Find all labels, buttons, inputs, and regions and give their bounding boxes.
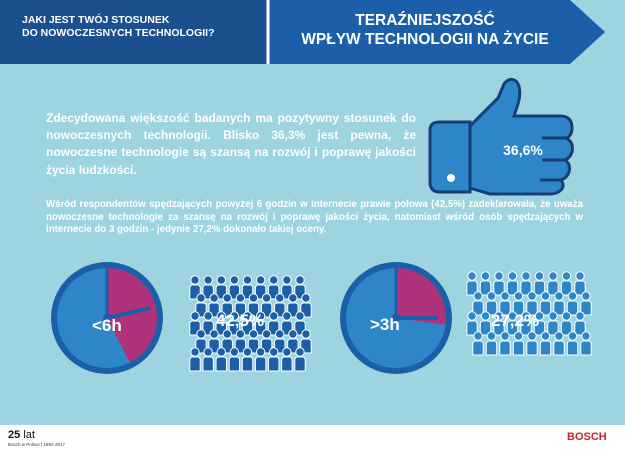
person-icon — [574, 311, 586, 336]
body-paragraph: Wśród respondentów spędzających powyżej … — [46, 199, 583, 236]
person-icon — [499, 331, 511, 356]
footer-anniversary: 25 lat — [8, 429, 35, 441]
person-icon — [566, 331, 579, 356]
person-icon — [294, 311, 306, 336]
person-icon — [533, 311, 546, 336]
person-icon — [580, 291, 592, 316]
person-icon — [547, 271, 559, 296]
header-question-line2: DO NOWOCZESNYCH TECHNOLOGII? — [22, 27, 215, 39]
clock-2-label: >3h — [370, 315, 400, 334]
person-icon — [228, 347, 241, 372]
footer-subtitle: Bosch w Polsce | 1992-2017 — [8, 442, 65, 447]
person-icon — [485, 331, 498, 356]
header-banner-right — [268, 0, 605, 64]
intro-paragraph: Zdecydowana większość badanych ma pozyty… — [46, 111, 416, 177]
person-icon — [539, 291, 552, 316]
person-icon — [526, 331, 538, 356]
person-icon — [241, 347, 254, 372]
clock-1-label: <6h — [92, 316, 122, 335]
header-title: TERAŹNIEJSZOŚĆ WPŁYW TECHNOLOGII NA ŻYCI… — [280, 11, 570, 49]
person-icon — [566, 291, 579, 316]
person-icon — [539, 331, 552, 356]
people-2-value: 27,2% — [490, 311, 540, 330]
person-icon — [485, 291, 498, 316]
person-icon — [202, 347, 214, 372]
person-icon — [547, 311, 559, 336]
person-icon — [215, 347, 227, 372]
person-icon — [499, 291, 511, 316]
person-icon — [466, 311, 478, 336]
header-title-line1: TERAŹNIEJSZOŚĆ — [355, 12, 495, 29]
header-title-line2: WPŁYW TECHNOLOGII NA ŻYCIE — [301, 31, 549, 48]
people-group-1 — [189, 275, 312, 372]
person-icon — [479, 311, 492, 336]
clock-2 — [340, 262, 452, 374]
person-icon — [512, 331, 525, 356]
person-icon — [493, 311, 505, 336]
person-icon — [479, 271, 492, 296]
person-icon — [189, 347, 201, 372]
person-icon — [472, 331, 484, 356]
person-icon — [520, 311, 532, 336]
person-icon — [493, 271, 505, 296]
person-icon — [520, 271, 532, 296]
thumb-value: 36,6% — [503, 142, 543, 158]
people-group-2 — [466, 271, 592, 356]
person-icon — [268, 311, 280, 336]
bosch-brand: BOSCH — [567, 431, 607, 443]
person-icon — [472, 291, 484, 316]
footer-anniversary-word: lat — [23, 429, 35, 441]
clock-1 — [51, 262, 163, 374]
thumbs-up-icon — [428, 77, 574, 196]
person-icon — [294, 347, 306, 372]
person-icon — [560, 311, 573, 336]
person-icon — [208, 329, 220, 354]
footer: 25 lat Bosch w Polsce | 1992-2017 — [0, 425, 625, 453]
person-icon — [574, 271, 586, 296]
header-question: JAKI JEST TWÓJ STOSUNEK DO NOWOCZESNYCH … — [22, 14, 252, 40]
person-icon — [580, 331, 592, 356]
person-icon — [553, 331, 565, 356]
person-icon — [254, 347, 267, 372]
person-icon — [533, 271, 546, 296]
header-banner-left — [0, 0, 276, 64]
person-icon — [281, 347, 293, 372]
person-icon — [466, 271, 478, 296]
header-question-line1: JAKI JEST TWÓJ STOSUNEK — [22, 14, 170, 26]
person-icon — [512, 291, 525, 316]
person-icon — [247, 329, 260, 354]
person-icon — [560, 271, 573, 296]
people-1-value: 42,5% — [215, 311, 265, 330]
person-icon — [268, 347, 280, 372]
person-icon — [506, 271, 519, 296]
clock-1-sector — [107, 268, 157, 363]
clock-2-sector — [396, 268, 446, 325]
person-icon — [526, 291, 538, 316]
person-icon — [553, 291, 565, 316]
person-icon — [506, 311, 519, 336]
footer-anniversary-number: 25 — [8, 429, 21, 441]
